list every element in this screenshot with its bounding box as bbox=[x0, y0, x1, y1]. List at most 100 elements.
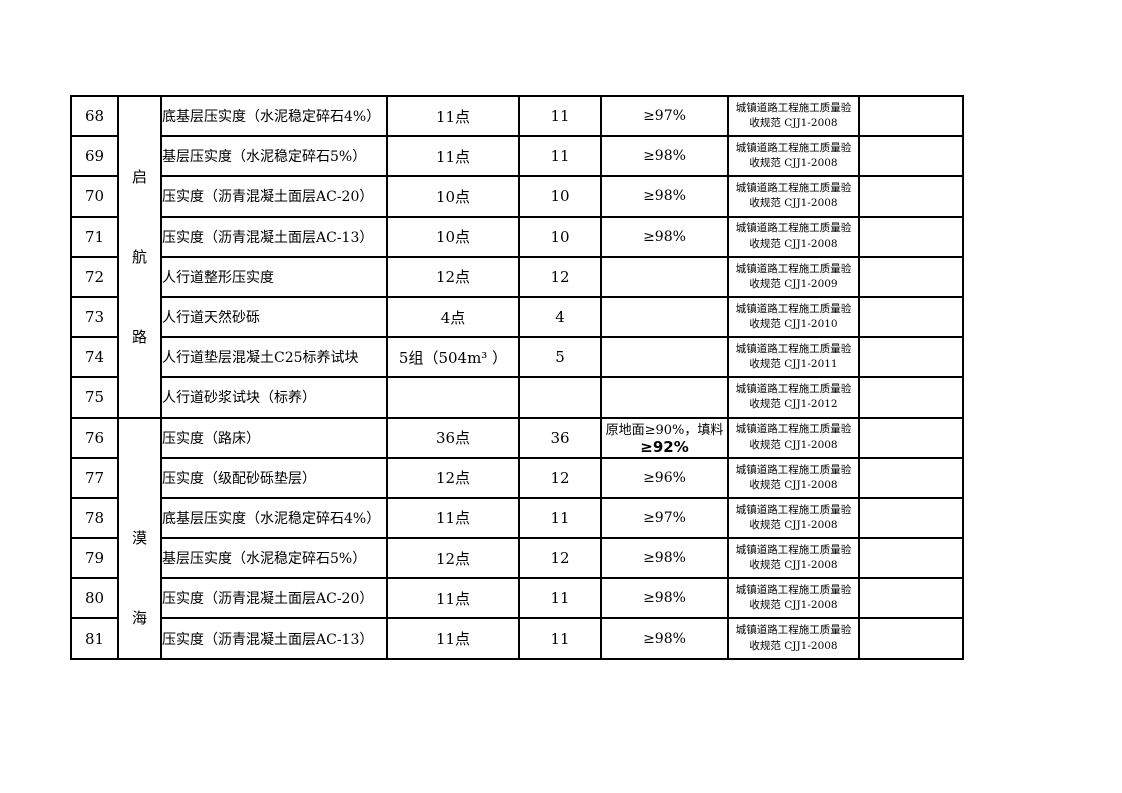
quantity-cell: 5 bbox=[518, 336, 602, 379]
standard-cell: 城镇道路工程施工质量验 收规范 CJJ1-2011 bbox=[727, 336, 860, 379]
table-row: 79 基层压实度（水泥稳定碎石5%） 12点 12 ≥98% 城镇道路工程施工质… bbox=[70, 537, 964, 580]
sample-count-cell: 10点 bbox=[386, 215, 520, 258]
requirement-text: ≥97% bbox=[643, 509, 686, 526]
row-number-cell: 79 bbox=[70, 537, 119, 580]
sample-count-cell: 12点 bbox=[386, 255, 520, 298]
remarks-cell bbox=[858, 215, 964, 258]
item-cell: 基层压实度（水泥稳定碎石5%） bbox=[160, 135, 388, 178]
standard-name-line: 城镇道路工程施工质量验 bbox=[735, 423, 852, 436]
quantity-cell bbox=[518, 376, 602, 419]
table-row: 80 压实度（沥青混凝土面层AC-20） 11点 11 ≥98% 城镇道路工程施… bbox=[70, 577, 964, 620]
standard-code-line: 收规范 CJJ1-2008 bbox=[749, 559, 838, 572]
standard-cell: 城镇道路工程施工质量验 收规范 CJJ1-2009 bbox=[727, 255, 860, 298]
sample-count-cell: 4点 bbox=[386, 295, 520, 339]
standard-cell: 城镇道路工程施工质量验 收规范 CJJ1-2012 bbox=[727, 376, 860, 419]
table-row: 73 人行道天然砂砾 4点 4 城镇道路工程施工质量验 收规范 CJJ1-201… bbox=[70, 295, 964, 339]
requirement-cell bbox=[600, 336, 729, 379]
standard-code-line: 收规范 CJJ1-2008 bbox=[749, 237, 838, 250]
row-number-cell: 72 bbox=[70, 255, 119, 298]
standard-name-line: 城镇道路工程施工质量验 bbox=[735, 101, 852, 114]
table-row: 68 启航路底基层压实度（水泥稳定碎石4%） 11点 11 ≥97% 城镇道路工… bbox=[70, 94, 964, 419]
table-row: 69 基层压实度（水泥稳定碎石5%） 11点 11 ≥98% 城镇道路工程施工质… bbox=[70, 135, 964, 178]
remarks-cell bbox=[858, 135, 964, 178]
remarks-cell bbox=[858, 617, 964, 660]
requirement-cell: ≥98% bbox=[600, 537, 729, 580]
requirement-text: ≥98% bbox=[643, 550, 686, 567]
standard-name-line: 城镇道路工程施工质量验 bbox=[735, 383, 852, 396]
requirement-cell: 原地面≥90%，填料 ≥92% bbox=[600, 416, 729, 459]
row-number-cell: 80 bbox=[70, 577, 119, 620]
road-name-char: 路 bbox=[131, 327, 147, 346]
row-number-cell: 69 bbox=[70, 135, 119, 178]
row-number-cell: 74 bbox=[70, 336, 119, 379]
remarks-cell bbox=[858, 94, 964, 138]
road-name-cell: 启航路 bbox=[117, 95, 162, 419]
row-number-cell: 75 bbox=[70, 376, 119, 419]
standard-cell: 城镇道路工程施工质量验 收规范 CJJ1-2008 bbox=[727, 496, 860, 540]
standard-cell: 城镇道路工程施工质量验 收规范 CJJ1-2008 bbox=[727, 215, 860, 258]
road-name-char: 海 bbox=[131, 609, 147, 628]
requirement-text: ≥98% bbox=[643, 148, 686, 165]
quantity-cell: 12 bbox=[518, 255, 602, 298]
quantity-cell: 11 bbox=[518, 94, 602, 138]
requirement-cell: ≥98% bbox=[600, 577, 729, 620]
row-number-cell: 76 bbox=[70, 416, 119, 459]
standard-cell: 城镇道路工程施工质量验 收规范 CJJ1-2008 bbox=[727, 537, 860, 580]
standard-cell: 城镇道路工程施工质量验 收规范 CJJ1-2008 bbox=[727, 175, 860, 218]
standard-name-line: 城镇道路工程施工质量验 bbox=[735, 222, 852, 235]
quantity-cell: 12 bbox=[518, 537, 602, 580]
remarks-cell bbox=[858, 255, 964, 298]
sample-count-cell bbox=[386, 376, 520, 419]
remarks-cell bbox=[858, 376, 964, 419]
standard-code-line: 收规范 CJJ1-2008 bbox=[749, 117, 838, 130]
requirement-cell: ≥96% bbox=[600, 456, 729, 499]
requirement-text: 原地面≥90%，填料 bbox=[605, 423, 724, 439]
sample-count-cell: 36点 bbox=[386, 416, 520, 459]
requirement-text: ≥98% bbox=[643, 590, 686, 607]
remarks-cell bbox=[858, 537, 964, 580]
sample-count-cell: 11点 bbox=[386, 135, 520, 178]
table-row: 81 压实度（沥青混凝土面层AC-13） 11点 11 ≥98% 城镇道路工程施… bbox=[70, 617, 964, 660]
requirement-cell: ≥97% bbox=[600, 94, 729, 138]
requirement-cell: ≥98% bbox=[600, 617, 729, 660]
standard-cell: 城镇道路工程施工质量验 收规范 CJJ1-2008 bbox=[727, 94, 860, 138]
standard-code-line: 收规范 CJJ1-2009 bbox=[749, 277, 838, 290]
standard-name-line: 城镇道路工程施工质量验 bbox=[735, 142, 852, 155]
table-row: 76 漠海 压实度（路床） 36点 36 原地面≥90%，填料 ≥92% 城镇道路… bbox=[70, 416, 964, 660]
row-number-cell: 77 bbox=[70, 456, 119, 499]
sample-count-cell: 11点 bbox=[386, 94, 520, 138]
remarks-cell bbox=[858, 295, 964, 339]
standard-cell: 城镇道路工程施工质量验 收规范 CJJ1-2008 bbox=[727, 617, 860, 660]
standard-name-line: 城镇道路工程施工质量验 bbox=[735, 584, 852, 597]
row-number-cell: 81 bbox=[70, 617, 119, 660]
item-cell: 底基层压实度（水泥稳定碎石4%） bbox=[160, 94, 388, 138]
standard-code-line: 收规范 CJJ1-2008 bbox=[749, 599, 838, 612]
quantity-cell: 11 bbox=[518, 135, 602, 178]
item-cell: 人行道垫层混凝土C25标养试块 bbox=[160, 336, 388, 379]
quantity-cell: 36 bbox=[518, 416, 602, 459]
sample-count-cell: 12点 bbox=[386, 456, 520, 499]
sample-count-cell: 11点 bbox=[386, 577, 520, 620]
remarks-cell bbox=[858, 496, 964, 540]
item-cell: 人行道整形压实度 bbox=[160, 255, 388, 298]
table-row: 72 人行道整形压实度 12点 12 城镇道路工程施工质量验 收规范 CJJ1-… bbox=[70, 255, 964, 298]
row-number-cell: 73 bbox=[70, 295, 119, 339]
item-cell: 压实度（路床） bbox=[160, 416, 388, 459]
requirement-text-bold: ≥92% bbox=[640, 438, 689, 457]
row-number-cell: 78 bbox=[70, 496, 119, 540]
standard-name-line: 城镇道路工程施工质量验 bbox=[735, 503, 852, 516]
standard-name-line: 城镇道路工程施工质量验 bbox=[735, 624, 852, 637]
standard-name-line: 城镇道路工程施工质量验 bbox=[735, 343, 852, 355]
standard-name-line: 城镇道路工程施工质量验 bbox=[735, 543, 852, 556]
standard-name-line: 城镇道路工程施工质量验 bbox=[735, 262, 852, 275]
requirement-text: ≥96% bbox=[643, 469, 686, 486]
requirement-cell bbox=[600, 255, 729, 298]
standard-code-line: 收规范 CJJ1-2008 bbox=[749, 438, 838, 451]
standard-name-line: 城镇道路工程施工质量验 bbox=[735, 182, 852, 195]
sample-count-cell: 12点 bbox=[386, 537, 520, 580]
table-row: 75 人行道砂浆试块（标养） 城镇道路工程施工质量验 收规范 CJJ1-2012 bbox=[70, 376, 964, 419]
quantity-cell: 10 bbox=[518, 215, 602, 258]
road-name-char: 漠 bbox=[131, 529, 147, 548]
standard-code-line: 收规范 CJJ1-2008 bbox=[749, 197, 838, 210]
